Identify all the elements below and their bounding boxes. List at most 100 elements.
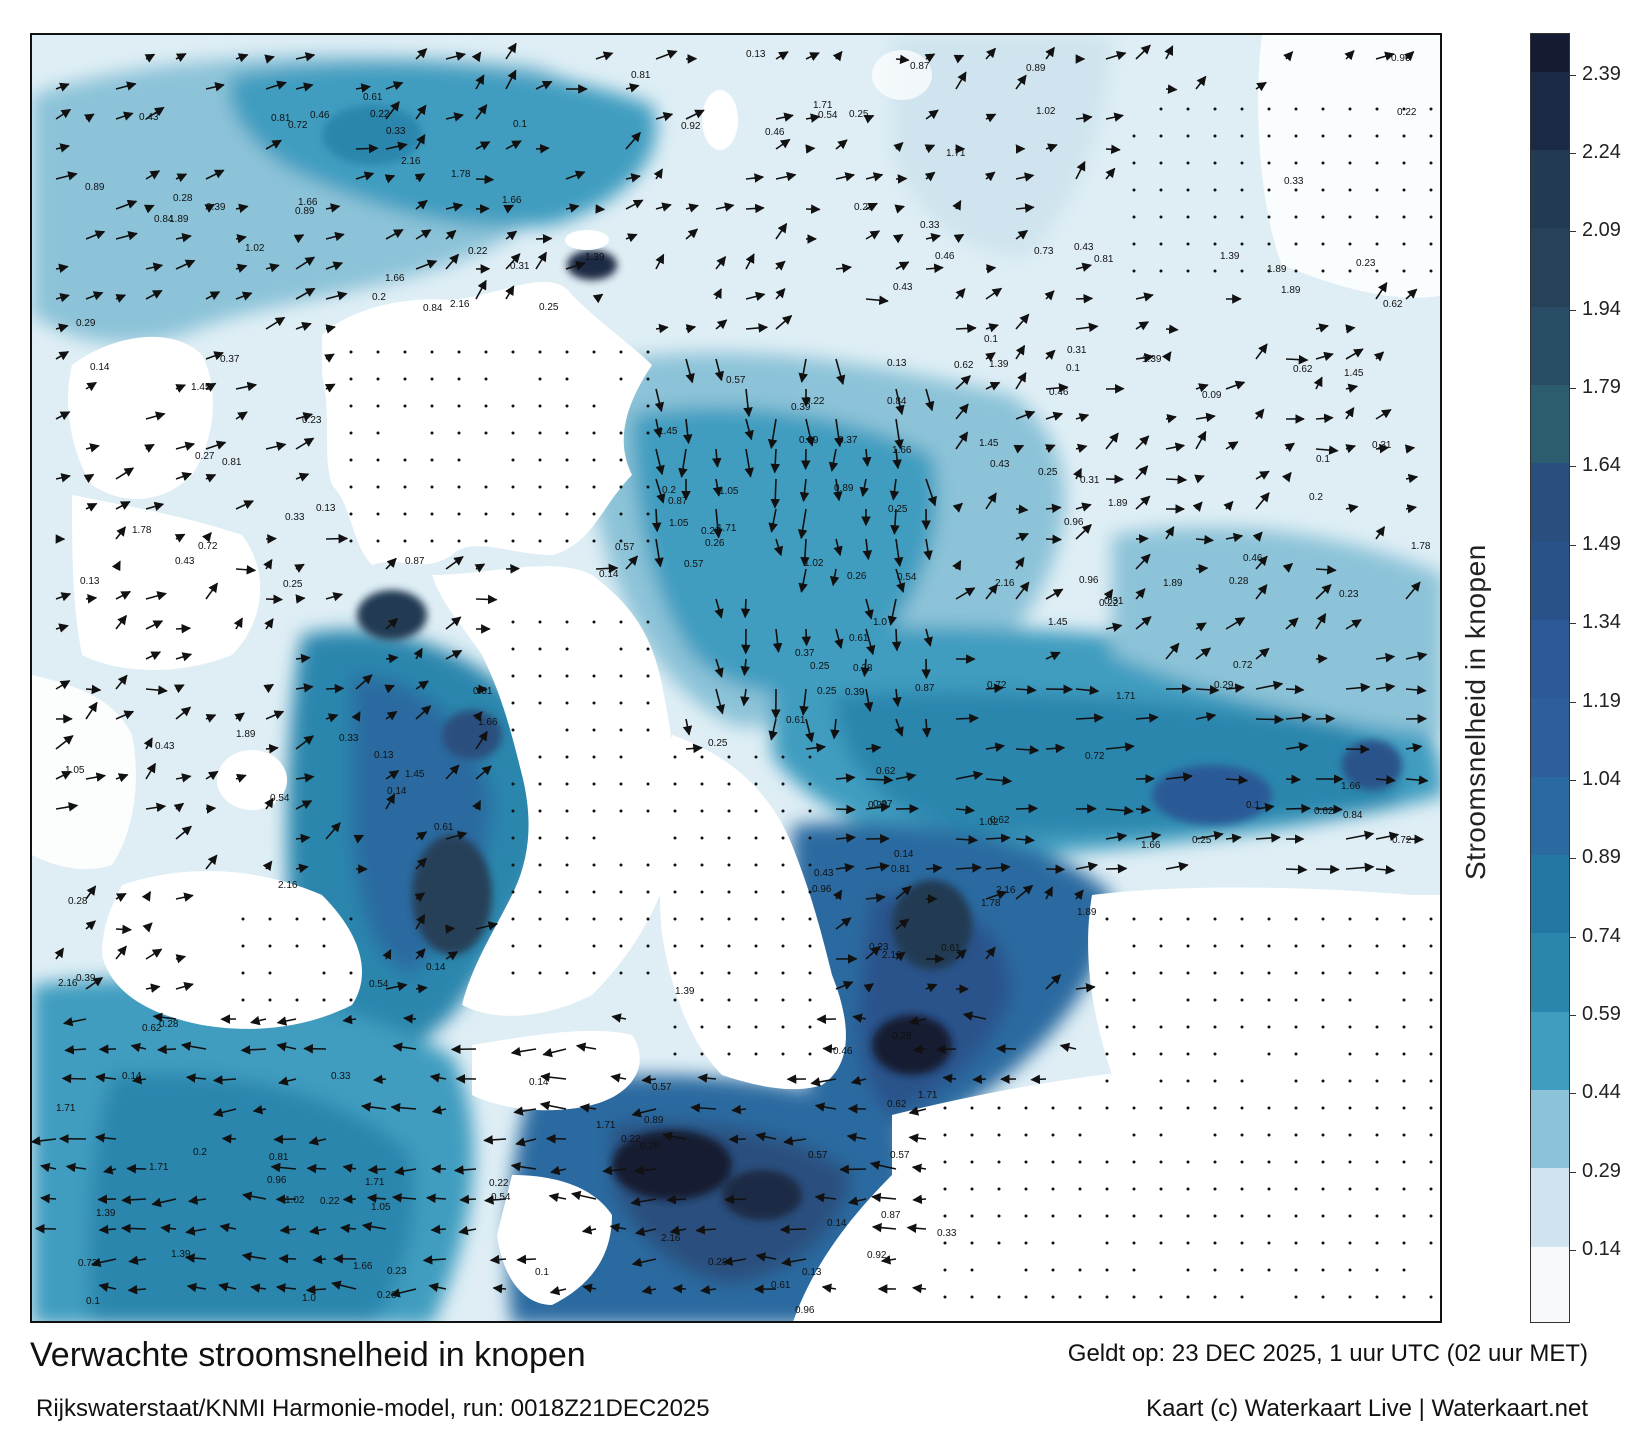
grid-dot xyxy=(1213,944,1217,948)
current-arrow xyxy=(390,1288,417,1298)
speed-value-label: 1.39 xyxy=(96,1208,116,1219)
current-arrow xyxy=(1375,281,1388,300)
legend-tick-label: 0.44 xyxy=(1582,1081,1621,1104)
grid-dot xyxy=(1267,998,1271,1002)
current-arrow xyxy=(175,825,192,840)
grid-dot xyxy=(1375,1187,1379,1191)
legend-band xyxy=(1531,1245,1569,1322)
current-arrow xyxy=(264,618,274,630)
current-arrow xyxy=(865,202,878,212)
current-arrow xyxy=(865,172,884,182)
current-arrow xyxy=(235,291,253,301)
current-arrow xyxy=(779,1224,807,1235)
current-arrow xyxy=(891,628,902,652)
current-arrow xyxy=(895,54,910,65)
current-arrow xyxy=(382,949,392,960)
grid-dot xyxy=(1402,215,1406,219)
current-arrow xyxy=(126,1163,147,1174)
current-arrow xyxy=(985,47,996,60)
current-arrow xyxy=(745,323,769,333)
current-arrow xyxy=(205,473,217,483)
current-arrow xyxy=(631,1257,657,1267)
grid-dot xyxy=(511,701,515,705)
current-arrow xyxy=(1375,775,1396,785)
current-arrow xyxy=(955,713,979,724)
current-arrow xyxy=(415,983,428,994)
speed-value-label: 1.71 xyxy=(365,1177,385,1188)
current-arrow xyxy=(653,418,663,439)
current-arrow xyxy=(367,1164,387,1175)
current-arrow xyxy=(880,1255,897,1265)
grid-dot xyxy=(1159,1106,1163,1110)
current-arrow xyxy=(1315,804,1343,815)
grid-dot xyxy=(1240,1295,1244,1299)
speed-value-label: 0.89 xyxy=(1026,63,1046,74)
grid-dot xyxy=(1024,1133,1028,1137)
grid-dot xyxy=(1240,1241,1244,1245)
grid-dot xyxy=(1159,971,1163,975)
current-arrow xyxy=(308,1136,327,1146)
current-arrow xyxy=(1075,413,1090,423)
current-arrow xyxy=(55,802,79,812)
grid-dot xyxy=(997,1133,1001,1137)
grid-dot xyxy=(1267,1106,1271,1110)
current-arrow xyxy=(265,534,277,544)
grid-dot xyxy=(1159,1079,1163,1083)
current-arrow xyxy=(429,1073,447,1083)
current-arrow xyxy=(1015,556,1025,570)
grid-dot xyxy=(1213,215,1217,219)
legend-tick-mark xyxy=(1570,1249,1576,1251)
current-arrow xyxy=(834,628,844,650)
current-arrow xyxy=(98,1224,117,1235)
grid-dot xyxy=(727,971,731,975)
current-arrow xyxy=(265,710,285,720)
speed-value-label: 0.1 xyxy=(535,1267,549,1278)
current-arrow xyxy=(912,1283,927,1294)
current-arrow xyxy=(175,954,187,964)
grid-dot xyxy=(646,377,650,381)
current-arrow xyxy=(1195,830,1224,841)
grid-dot xyxy=(1429,134,1433,138)
current-arrow xyxy=(143,204,155,214)
current-arrow xyxy=(97,1194,117,1205)
speed-value-label: 0.37 xyxy=(220,354,240,365)
current-arrow xyxy=(250,1015,267,1026)
current-arrow xyxy=(201,532,212,543)
grid-dot xyxy=(970,1106,974,1110)
grid-dot xyxy=(1294,134,1298,138)
legend-tick-mark xyxy=(1570,74,1576,76)
current-arrow xyxy=(625,131,641,150)
grid-dot xyxy=(376,431,380,435)
current-arrow xyxy=(62,1017,87,1027)
grid-dot xyxy=(1186,971,1190,975)
current-arrow xyxy=(1405,775,1429,785)
grid-dot xyxy=(673,998,677,1002)
current-arrow xyxy=(205,169,225,180)
current-arrow xyxy=(324,383,336,393)
current-arrow xyxy=(800,538,810,567)
speed-value-label: 0.28 xyxy=(173,193,193,204)
current-speed-map[interactable]: 1.05 0.96 0.13 0.33 0.14 2.16 1.02 2.16 0.23 1.02… xyxy=(30,33,1442,1323)
grid-dot xyxy=(538,620,542,624)
speed-value-label: 0.84 xyxy=(154,214,174,225)
current-arrow xyxy=(1045,46,1055,60)
grid-dot xyxy=(1375,242,1379,246)
current-arrow xyxy=(265,441,287,452)
current-arrow xyxy=(1405,288,1418,300)
grid-dot xyxy=(538,377,542,381)
grid-dot xyxy=(1348,917,1352,921)
grid-dot xyxy=(781,971,785,975)
current-arrow xyxy=(475,174,495,185)
speed-value-label: 1.39 xyxy=(1142,354,1162,365)
legend-tick-mark xyxy=(1570,1171,1576,1173)
current-arrow xyxy=(1075,713,1104,723)
grid-dot xyxy=(943,1106,947,1110)
speed-value-label: 0.57 xyxy=(684,559,704,570)
speed-value-label: 1.02 xyxy=(979,817,999,828)
speed-value-label: 2.16 xyxy=(996,885,1016,896)
speed-value-label: 0.2 xyxy=(662,485,676,496)
grid-dot xyxy=(1267,269,1271,273)
grid-dot xyxy=(592,512,596,516)
current-arrow xyxy=(403,1013,417,1024)
current-arrow xyxy=(342,1014,357,1025)
